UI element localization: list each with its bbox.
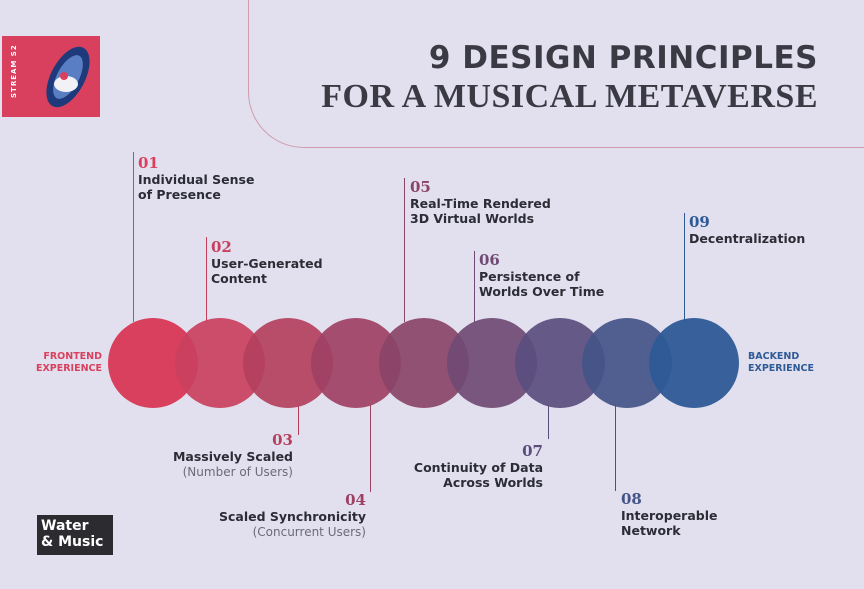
principle-label: Interoperable Network — [621, 508, 718, 538]
principle-label: Continuity of Data Across Worlds — [413, 460, 543, 490]
principle-label: Individual Sense of Presence — [138, 172, 255, 202]
principle-06: 06 Persistence of Worlds Over Time — [479, 251, 605, 300]
principle-number: 04 — [345, 491, 366, 509]
principle-05: 05 Real-Time Rendered 3D Virtual Worlds — [410, 178, 551, 227]
principle-01: 01 Individual Sense of Presence — [138, 154, 255, 203]
principle-number: 05 — [410, 178, 431, 196]
leader-line-02 — [206, 237, 207, 323]
principle-circle-09 — [649, 318, 739, 408]
principle-number: 02 — [211, 238, 232, 256]
principle-number: 09 — [689, 213, 710, 231]
principle-number: 06 — [479, 251, 500, 269]
frontend-label: FRONTEND EXPERIENCE — [35, 351, 102, 374]
principle-08: 08 Interoperable Network — [621, 490, 718, 539]
principle-number: 08 — [621, 490, 642, 508]
principle-label: Real-Time Rendered 3D Virtual Worlds — [410, 196, 551, 226]
leader-line-07 — [548, 405, 549, 439]
vinyl-planet-icon — [46, 46, 90, 108]
principle-09: 09 Decentralization — [689, 213, 806, 247]
decorative-frame-line — [248, 0, 864, 148]
principle-label: User-Generated Content — [211, 256, 323, 286]
principle-number: 07 — [522, 442, 543, 460]
water-and-music-logo: Water & Music — [37, 515, 113, 555]
leader-line-08 — [615, 405, 616, 491]
principle-label: Scaled Synchronicity — [218, 509, 366, 524]
leader-line-05 — [404, 178, 405, 322]
principle-03: 03 Massively Scaled (Number of Users) — [140, 432, 293, 480]
stream-label: STREAM S2 — [10, 44, 18, 98]
principle-04: 04 Scaled Synchronicity (Concurrent User… — [200, 492, 366, 540]
leader-line-01 — [133, 152, 134, 322]
principle-sublabel: (Number of Users) — [182, 465, 293, 479]
principle-number: 01 — [138, 154, 159, 172]
principle-sublabel: (Concurrent Users) — [252, 525, 366, 539]
principle-02: 02 User-Generated Content — [211, 238, 323, 287]
stream-badge: STREAM S2 — [2, 36, 100, 117]
leader-line-09 — [684, 213, 685, 323]
page-title: 9 DESIGN PRINCIPLES — [428, 40, 818, 76]
principle-number: 03 — [272, 431, 293, 449]
principle-label: Persistence of Worlds Over Time — [479, 269, 605, 299]
leader-line-06 — [474, 251, 475, 323]
leader-line-04 — [370, 405, 371, 492]
principle-07: 07 Continuity of Data Across Worlds — [400, 442, 543, 491]
backend-label: BACKEND EXPERIENCE — [748, 351, 815, 374]
leader-line-03 — [298, 405, 299, 435]
principle-label: Decentralization — [689, 231, 806, 246]
principle-label: Massively Scaled — [172, 449, 293, 464]
page-subtitle: FOR A MUSICAL METAVERSE — [321, 78, 818, 115]
